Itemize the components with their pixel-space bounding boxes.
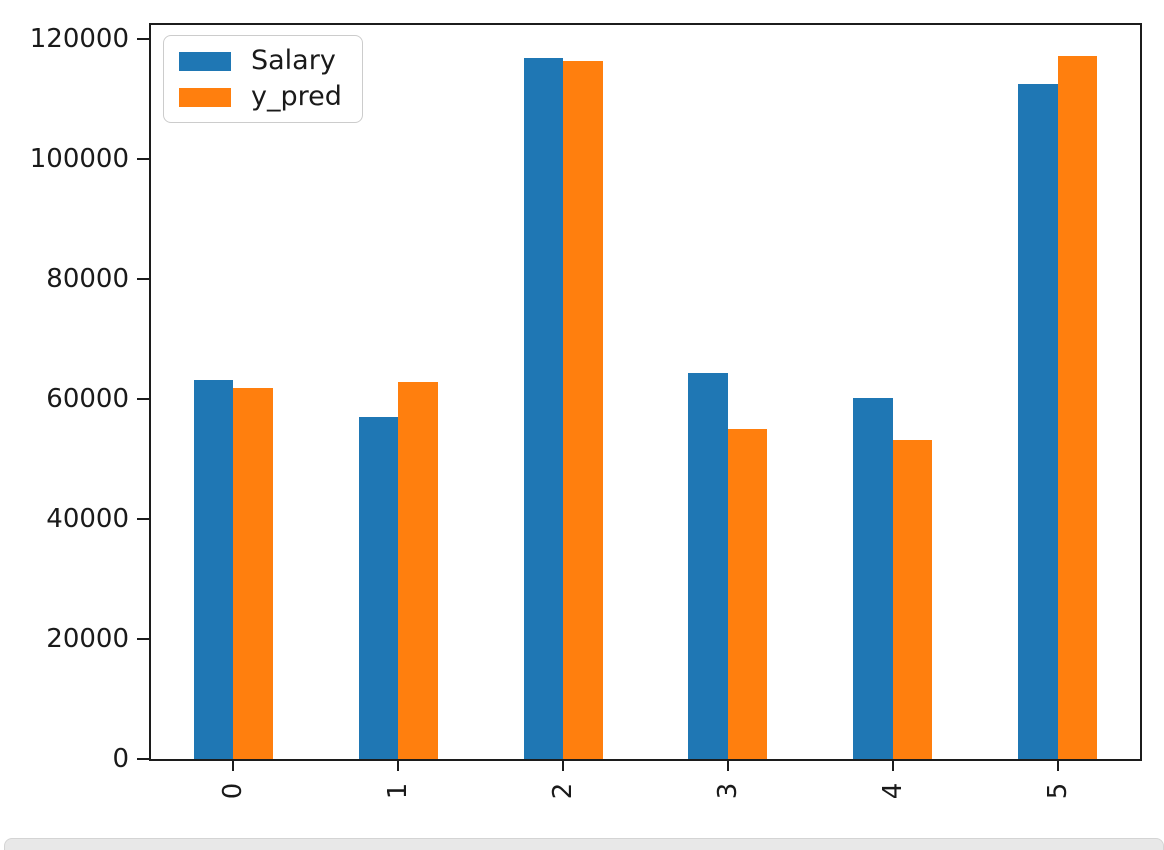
- bar-salary-5: [1018, 83, 1058, 759]
- legend-swatch-salary: [179, 51, 231, 71]
- bar-y_pred-1: [398, 381, 438, 759]
- legend-item-y-pred: y_pred: [179, 82, 342, 112]
- y-tick-mark: [137, 158, 150, 161]
- y-tick-mark: [137, 38, 150, 41]
- x-tick-label: 0: [218, 782, 249, 800]
- legend: Salary y_pred: [163, 35, 363, 123]
- bar-y_pred-2: [563, 60, 603, 759]
- bar-y_pred-5: [1057, 55, 1098, 759]
- bar-y_pred-4: [892, 439, 933, 759]
- legend-swatch-y-pred: [179, 87, 231, 107]
- plot-area: [149, 23, 1142, 761]
- y-tick-mark: [137, 398, 150, 401]
- y-tick-label: 80000: [46, 264, 129, 295]
- bar-salary-4: [853, 398, 893, 759]
- y-tick-label: 0: [112, 744, 129, 774]
- x-tick-mark: [232, 761, 235, 771]
- legend-label-y-pred: y_pred: [251, 81, 342, 112]
- y-tick-label: 40000: [46, 504, 129, 535]
- y-tick-mark: [137, 638, 150, 641]
- x-tick-mark: [1056, 761, 1059, 771]
- x-tick-mark: [726, 761, 729, 771]
- y-tick-label: 100000: [29, 144, 129, 175]
- x-tick-label: 4: [877, 782, 908, 800]
- legend-item-salary: Salary: [179, 46, 342, 76]
- next-cell-edge: [4, 838, 1164, 850]
- x-tick-mark: [891, 761, 894, 771]
- x-tick-mark: [397, 761, 400, 771]
- x-tick-label: 2: [548, 782, 579, 800]
- legend-label-salary: Salary: [251, 45, 336, 76]
- x-tick-mark: [562, 761, 565, 771]
- y-tick-label: 120000: [29, 24, 129, 55]
- x-tick-label: 3: [712, 782, 743, 800]
- bar-salary-2: [523, 57, 564, 759]
- bar-y_pred-3: [727, 428, 768, 759]
- bar-salary-3: [688, 372, 728, 759]
- bar-salary-0: [193, 379, 234, 759]
- y-tick-mark: [137, 518, 150, 521]
- x-tick-label: 5: [1042, 782, 1073, 800]
- x-tick-label: 1: [383, 782, 414, 800]
- y-tick-label: 60000: [46, 384, 129, 415]
- y-tick-label: 20000: [46, 624, 129, 655]
- bar-salary-1: [358, 417, 399, 759]
- y-tick-mark: [137, 758, 150, 760]
- y-tick-mark: [137, 278, 150, 281]
- bar-y_pred-0: [233, 387, 273, 759]
